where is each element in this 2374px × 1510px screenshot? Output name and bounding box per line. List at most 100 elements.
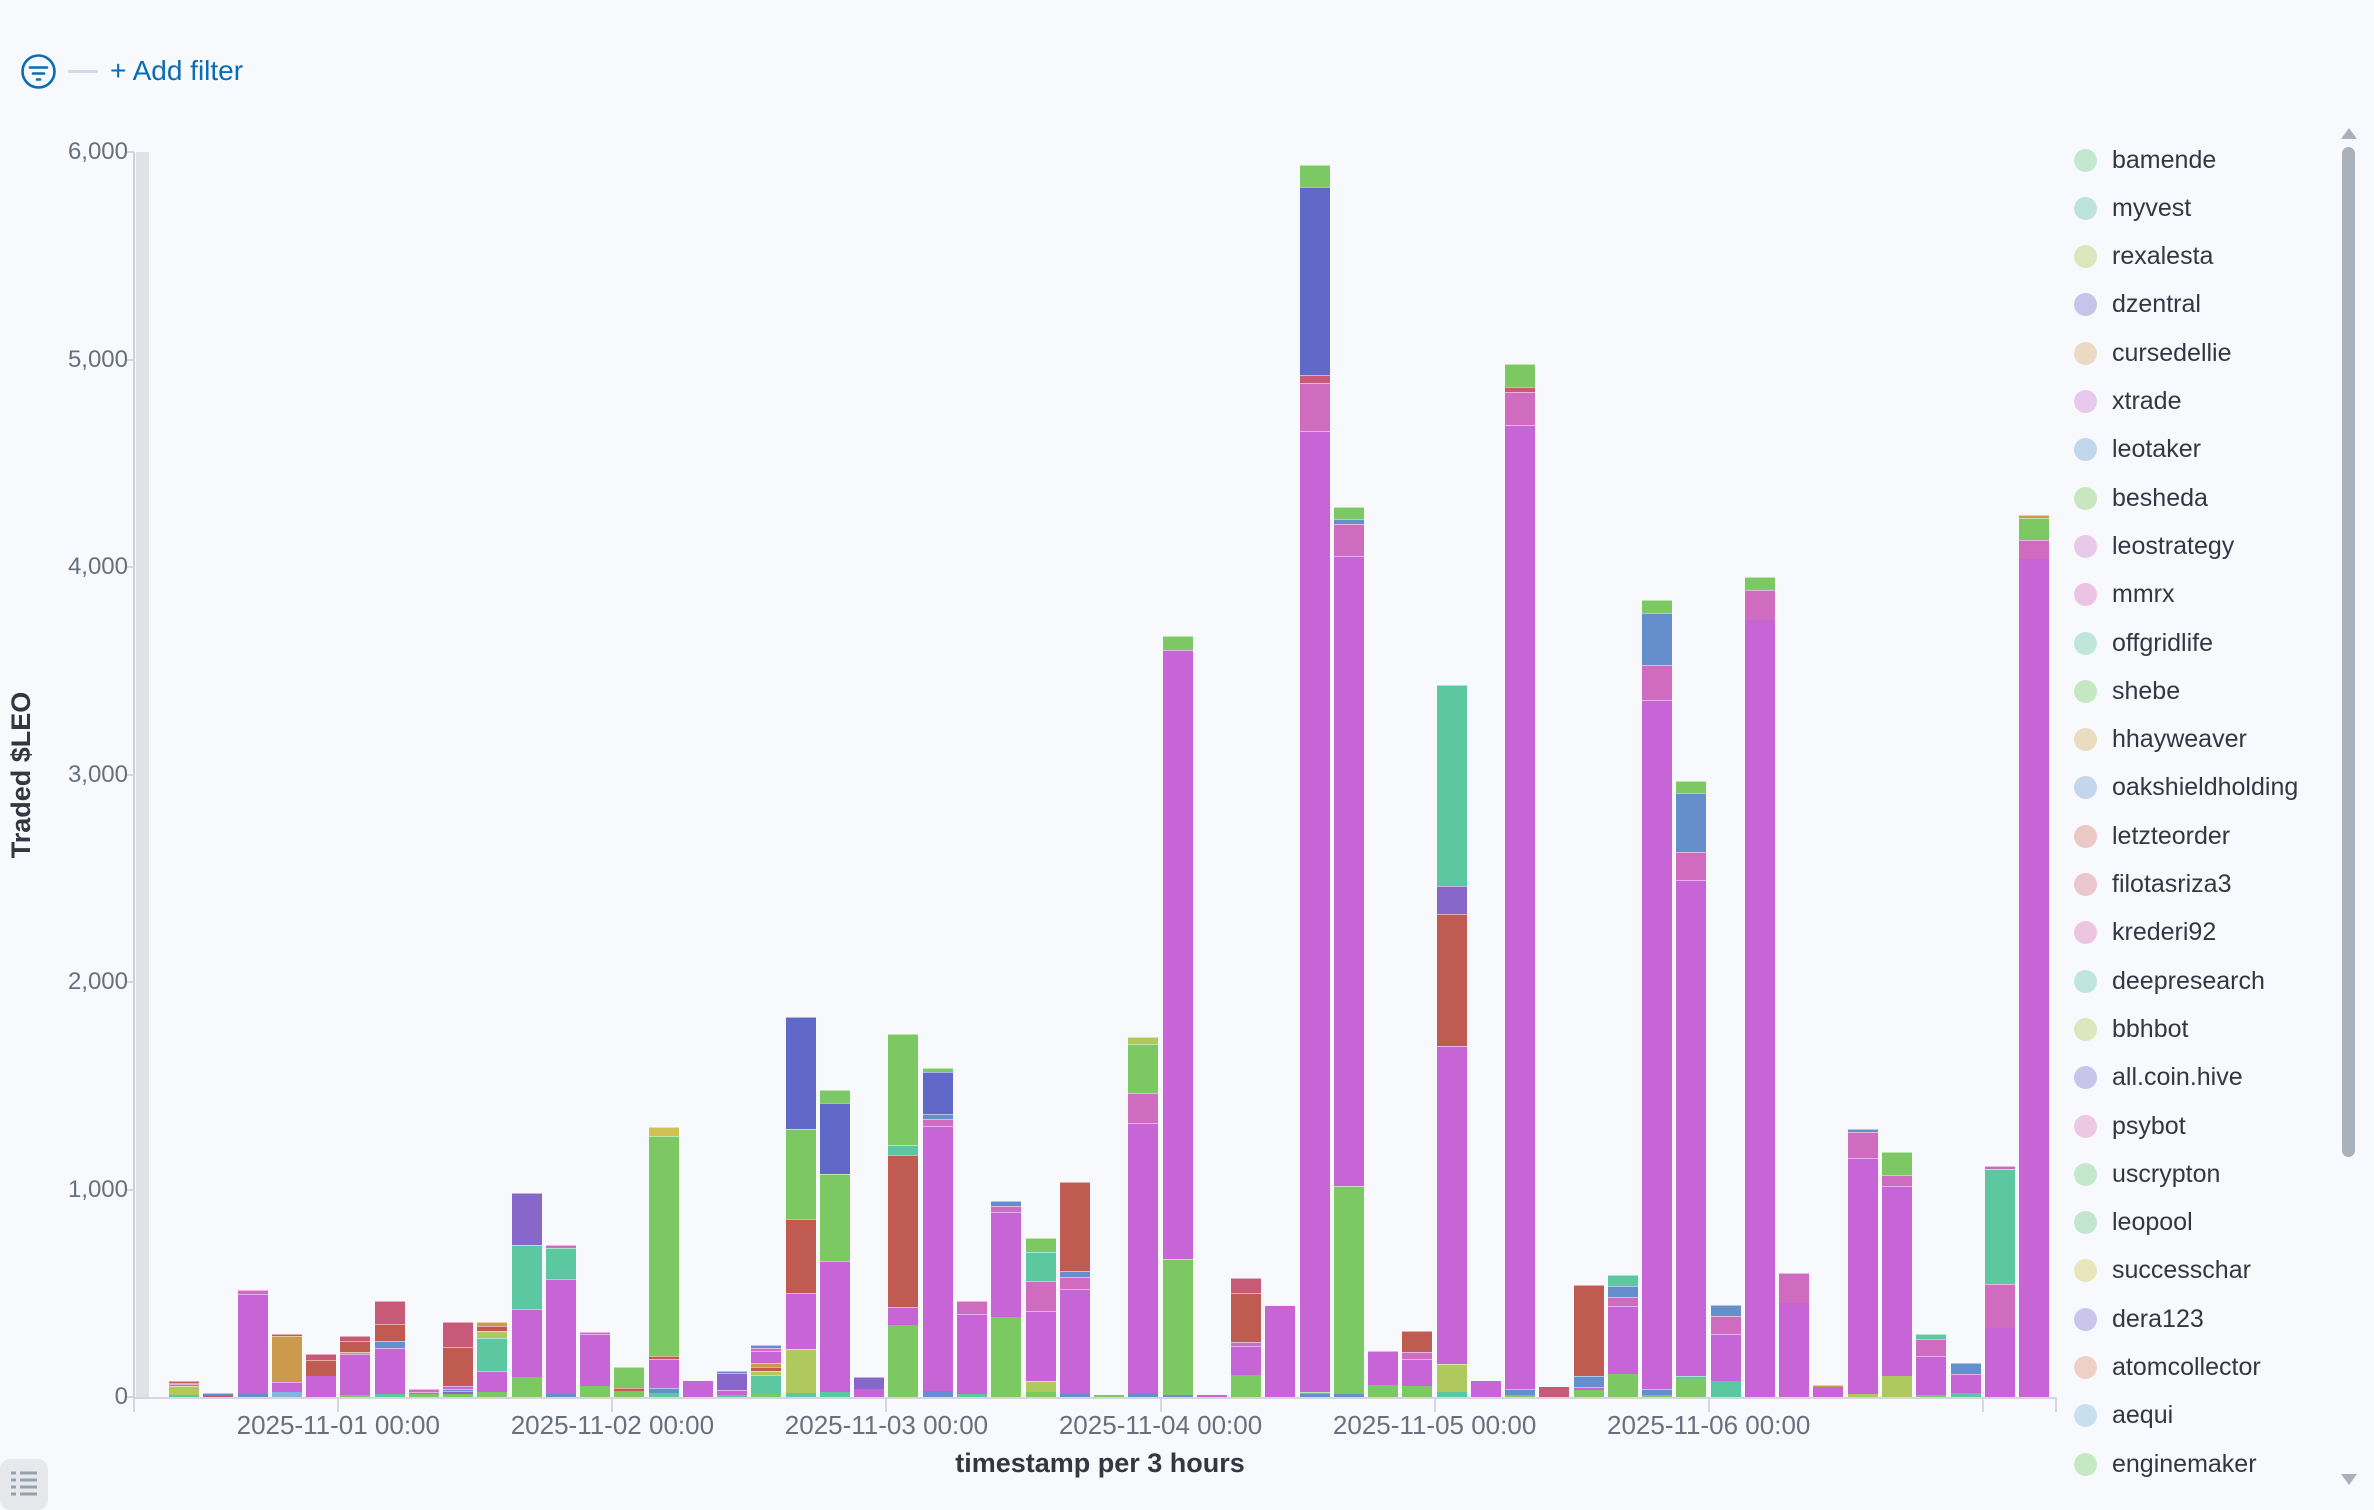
stacked-bar[interactable]	[751, 1345, 782, 1397]
stacked-bar[interactable]	[237, 1290, 268, 1397]
bar-segment[interactable]	[854, 1388, 885, 1397]
bar-segment[interactable]	[785, 1017, 816, 1130]
bar-segment[interactable]	[888, 1325, 919, 1397]
bar-segment[interactable]	[306, 1359, 337, 1377]
bar-segment[interactable]	[751, 1345, 782, 1349]
bar-segment[interactable]	[1505, 1388, 1536, 1395]
stacked-bar[interactable]	[271, 1334, 302, 1397]
bar-segment[interactable]	[408, 1391, 439, 1394]
bar-segment[interactable]	[1025, 1310, 1056, 1382]
legend-item-filotasriza3[interactable]: filotasriza3	[2074, 861, 2232, 909]
bar-segment[interactable]	[922, 1126, 953, 1391]
bar-segment[interactable]	[1984, 1327, 2015, 1397]
bar-segment[interactable]	[785, 1349, 816, 1393]
bar-segment[interactable]	[1162, 650, 1193, 1260]
stacked-bar[interactable]	[922, 1068, 953, 1397]
bar-segment[interactable]	[545, 1393, 576, 1397]
legend-item-mmrx[interactable]: mmrx	[2074, 571, 2174, 619]
stacked-bar[interactable]	[888, 1033, 919, 1397]
bar-segment[interactable]	[751, 1367, 782, 1372]
filter-icon[interactable]	[20, 53, 57, 90]
bar-segment[interactable]	[1813, 1384, 1844, 1388]
bar-segment[interactable]	[751, 1363, 782, 1368]
bar-segment[interactable]	[751, 1350, 782, 1364]
bar-segment[interactable]	[374, 1348, 405, 1394]
bar-segment[interactable]	[1231, 1346, 1262, 1376]
stacked-bar[interactable]	[1299, 164, 1330, 1397]
bar-segment[interactable]	[169, 1384, 199, 1387]
stacked-bar[interactable]	[306, 1354, 337, 1397]
bar-segment[interactable]	[340, 1354, 371, 1395]
legend-item-xtrade[interactable]: xtrade	[2074, 378, 2181, 426]
bar-segment[interactable]	[922, 1113, 953, 1119]
bar-segment[interactable]	[922, 1118, 953, 1127]
bar-segment[interactable]	[1642, 1394, 1673, 1397]
bar-segment[interactable]	[1984, 1283, 2015, 1328]
stacked-bar[interactable]	[545, 1244, 576, 1397]
bar-segment[interactable]	[682, 1381, 713, 1397]
bar-segment[interactable]	[1128, 1123, 1159, 1393]
bar-segment[interactable]	[2019, 558, 2050, 1397]
bar-segment[interactable]	[1710, 1334, 1741, 1382]
bar-segment[interactable]	[306, 1354, 337, 1360]
bar-segment[interactable]	[614, 1388, 645, 1391]
stacked-bar[interactable]	[477, 1322, 508, 1397]
bar-segment[interactable]	[477, 1330, 508, 1338]
bar-segment[interactable]	[306, 1376, 337, 1397]
bar-segment[interactable]	[1607, 1374, 1638, 1397]
stacked-bar[interactable]	[1607, 1274, 1638, 1397]
legend-item-myvest[interactable]: myvest	[2074, 184, 2191, 232]
stacked-bar[interactable]	[1368, 1351, 1399, 1397]
bar-segment[interactable]	[1642, 612, 1673, 665]
stacked-bar[interactable]	[1744, 577, 1775, 1397]
bar-segment[interactable]	[1128, 1044, 1159, 1094]
legend-item-hhayweaver[interactable]: hhayweaver	[2074, 716, 2247, 764]
add-filter-button[interactable]: + Add filter	[110, 55, 244, 86]
stacked-bar[interactable]	[511, 1192, 542, 1397]
bar-segment[interactable]	[1676, 1379, 1707, 1397]
stacked-bar[interactable]	[203, 1392, 234, 1397]
stacked-bar[interactable]	[1162, 635, 1193, 1397]
stacked-bar[interactable]	[1813, 1384, 1844, 1397]
legend-item-rexalesta[interactable]: rexalesta	[2074, 233, 2213, 281]
bar-segment[interactable]	[477, 1371, 508, 1392]
stacked-bar[interactable]	[785, 1017, 816, 1397]
bar-segment[interactable]	[545, 1278, 576, 1394]
bar-segment[interactable]	[1882, 1152, 1912, 1175]
stacked-bar[interactable]	[1984, 1165, 2015, 1397]
bar-segment[interactable]	[1916, 1339, 1947, 1356]
legend-item-letzteorder[interactable]: letzteorder	[2074, 812, 2230, 860]
bar-segment[interactable]	[1059, 1393, 1090, 1397]
bar-segment[interactable]	[1607, 1274, 1638, 1287]
stacked-bar[interactable]	[682, 1381, 713, 1397]
stacked-bar[interactable]	[1196, 1394, 1227, 1397]
legend-item-leostrategy[interactable]: leostrategy	[2074, 522, 2234, 570]
stacked-bar[interactable]	[819, 1090, 850, 1397]
legend-item-successchar[interactable]: successchar	[2074, 1247, 2251, 1295]
legend-item-dzentral[interactable]: dzentral	[2074, 281, 2201, 329]
stacked-bar[interactable]	[1882, 1152, 1912, 1397]
bar-segment[interactable]	[511, 1244, 542, 1309]
bar-segment[interactable]	[1642, 699, 1673, 1389]
bar-segment[interactable]	[956, 1314, 987, 1394]
bar-segment[interactable]	[203, 1392, 234, 1396]
bar-segment[interactable]	[169, 1394, 199, 1397]
bar-segment[interactable]	[1950, 1374, 1981, 1393]
bar-segment[interactable]	[1744, 620, 1775, 1397]
bar-segment[interactable]	[1128, 1093, 1159, 1124]
bar-segment[interactable]	[888, 1145, 919, 1156]
bar-segment[interactable]	[888, 1306, 919, 1326]
bar-segment[interactable]	[1231, 1375, 1262, 1397]
legend-item-all.coin.hive[interactable]: all.coin.hive	[2074, 1054, 2243, 1102]
bar-segment[interactable]	[1505, 1394, 1536, 1397]
bar-segment[interactable]	[1059, 1182, 1090, 1272]
bar-segment[interactable]	[340, 1394, 371, 1397]
stacked-bar[interactable]	[648, 1126, 679, 1397]
bar-segment[interactable]	[1779, 1302, 1810, 1397]
bar-segment[interactable]	[1882, 1186, 1912, 1377]
bar-segment[interactable]	[1573, 1387, 1604, 1390]
stacked-bar[interactable]	[956, 1300, 987, 1397]
bar-segment[interactable]	[1231, 1277, 1262, 1294]
bar-segment[interactable]	[1710, 1304, 1741, 1317]
bar-segment[interactable]	[1950, 1392, 1981, 1397]
